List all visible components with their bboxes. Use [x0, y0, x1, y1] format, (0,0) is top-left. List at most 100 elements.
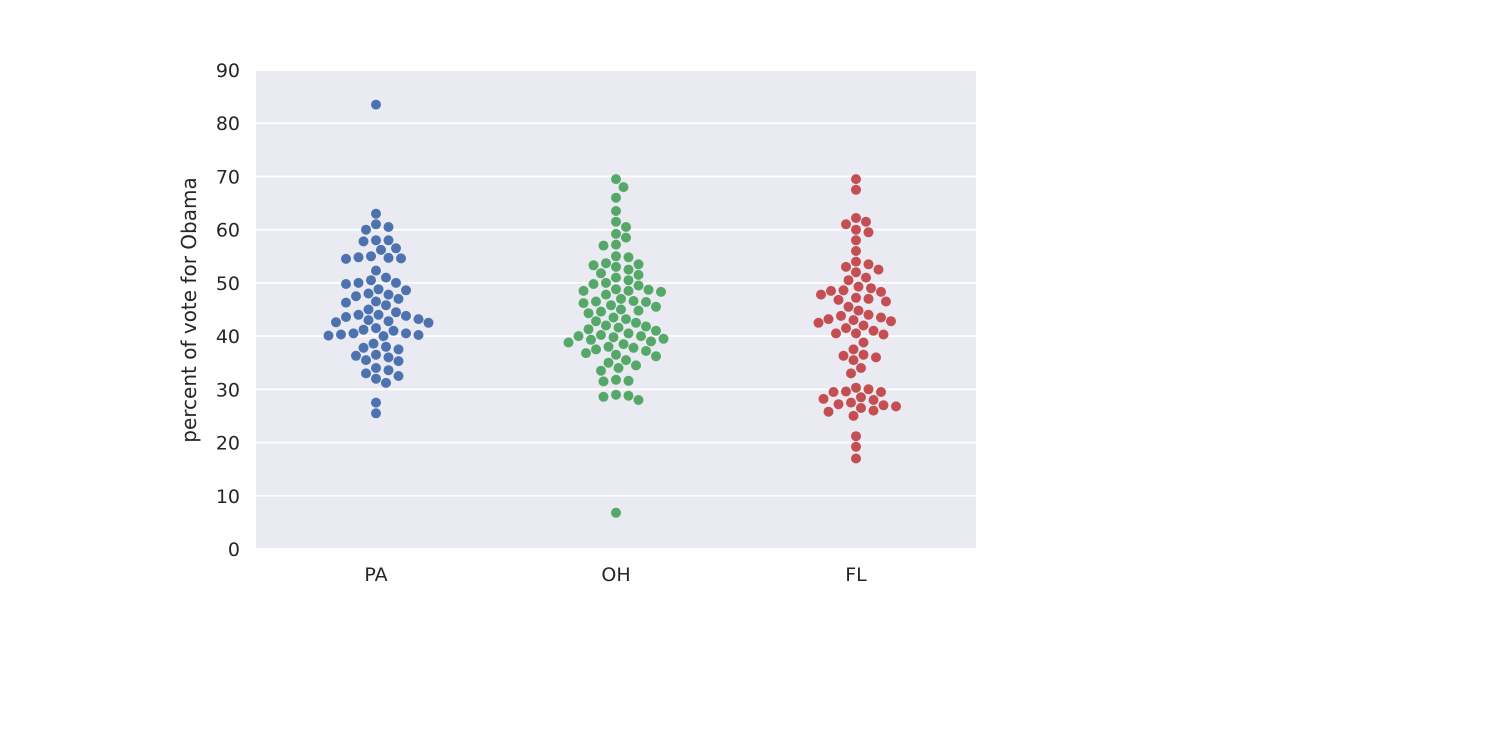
data-point-pa: [341, 279, 351, 289]
data-point-fl: [868, 405, 879, 416]
data-point-pa: [371, 349, 381, 360]
data-point-oh: [633, 280, 644, 291]
data-point-oh: [611, 174, 621, 185]
data-point-pa: [363, 304, 374, 315]
data-point-pa: [353, 277, 364, 288]
y-tick-label: 20: [216, 433, 240, 455]
data-point-oh: [631, 360, 641, 371]
data-point-fl: [878, 329, 889, 340]
data-point-oh: [641, 321, 651, 332]
data-point-oh: [603, 341, 614, 352]
data-point-pa: [371, 219, 381, 230]
data-point-oh: [643, 284, 654, 295]
data-point-pa: [373, 309, 384, 320]
data-point-pa: [363, 288, 374, 299]
data-point-pa: [371, 296, 381, 307]
data-point-oh: [573, 331, 584, 342]
data-point-oh: [651, 301, 661, 312]
data-point-oh: [611, 349, 621, 360]
data-point-fl: [848, 410, 859, 421]
data-point-oh: [656, 286, 666, 297]
data-point-oh: [583, 308, 594, 319]
data-point-pa: [383, 289, 394, 300]
data-point-oh: [621, 222, 631, 232]
data-point-oh: [601, 258, 611, 269]
data-point-fl: [868, 325, 879, 336]
data-point-oh: [613, 363, 624, 373]
data-point-fl: [846, 397, 856, 408]
data-point-pa: [348, 328, 359, 339]
data-point-oh: [601, 289, 611, 300]
data-point-oh: [611, 374, 621, 385]
data-point-fl: [876, 286, 886, 297]
y-tick-label: 90: [216, 60, 240, 82]
data-point-pa: [393, 371, 404, 381]
x-tick-label: FL: [845, 564, 867, 586]
data-point-oh: [611, 507, 621, 518]
data-point-fl: [856, 392, 866, 403]
data-point-oh: [621, 314, 631, 325]
data-point-pa: [391, 277, 401, 288]
data-point-fl: [823, 314, 834, 325]
data-point-oh: [591, 296, 601, 307]
data-point-pa: [378, 331, 389, 342]
data-point-pa: [381, 377, 391, 388]
data-point-pa: [351, 350, 361, 361]
data-point-fl: [841, 323, 851, 334]
data-point-fl: [891, 401, 901, 412]
data-point-pa: [331, 317, 341, 328]
data-point-fl: [863, 259, 874, 270]
data-point-oh: [611, 239, 621, 250]
data-point-pa: [336, 329, 346, 340]
data-point-oh: [633, 259, 644, 270]
data-point-fl: [851, 267, 861, 278]
data-point-pa: [353, 309, 364, 320]
data-point-fl: [833, 294, 844, 305]
data-point-pa: [361, 368, 371, 379]
y-axis-label: percent of vote for Obama: [177, 177, 201, 442]
y-tick-label: 30: [216, 379, 240, 401]
data-point-oh: [623, 264, 634, 275]
data-point-pa: [383, 222, 394, 232]
data-point-fl: [818, 393, 829, 404]
data-point-fl: [848, 315, 859, 326]
data-point-fl: [878, 400, 889, 411]
data-point-oh: [581, 348, 591, 359]
data-point-oh: [611, 228, 621, 239]
data-point-fl: [838, 350, 849, 361]
data-point-pa: [363, 315, 374, 326]
data-point-pa: [366, 275, 376, 286]
data-point-oh: [623, 328, 634, 339]
data-point-pa: [371, 235, 381, 246]
data-point-fl: [851, 292, 861, 303]
data-point-pa: [401, 285, 411, 296]
data-point-fl: [881, 296, 891, 307]
data-point-fl: [871, 352, 881, 363]
data-point-fl: [858, 349, 869, 360]
y-tick-label: 0: [228, 539, 240, 561]
data-point-oh: [611, 272, 621, 283]
data-point-fl: [863, 293, 874, 304]
data-point-oh: [621, 232, 631, 243]
y-tick-label: 50: [216, 273, 240, 295]
data-point-fl: [838, 285, 849, 296]
data-point-oh: [596, 365, 606, 376]
data-point-fl: [826, 285, 836, 296]
data-point-pa: [381, 300, 391, 311]
data-point-fl: [851, 235, 861, 246]
data-point-pa: [373, 284, 384, 295]
data-point-pa: [381, 341, 391, 352]
data-point-pa: [366, 251, 376, 262]
data-point-pa: [423, 317, 434, 328]
data-point-oh: [598, 240, 609, 251]
data-point-fl: [851, 224, 861, 235]
data-point-pa: [396, 253, 406, 264]
data-point-fl: [863, 227, 874, 238]
data-point-pa: [351, 291, 361, 302]
data-point-fl: [861, 272, 871, 283]
data-point-fl: [841, 261, 851, 272]
y-tick-label: 40: [216, 326, 240, 348]
data-point-oh: [611, 206, 621, 216]
data-point-pa: [371, 208, 381, 219]
data-point-oh: [591, 344, 601, 355]
